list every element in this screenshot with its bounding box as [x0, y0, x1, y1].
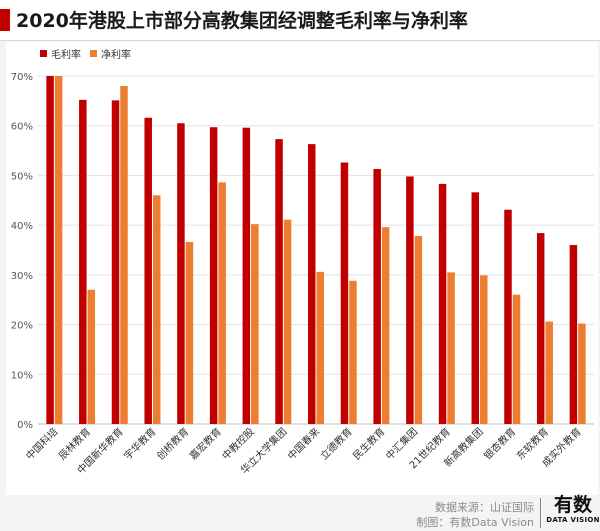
- credit-text: 制图：有数Data Vision: [416, 516, 534, 529]
- x-tick-label: 银杏教育: [481, 425, 518, 462]
- source-text: 数据来源：山证国际: [435, 501, 534, 514]
- y-tick-label: 50%: [11, 171, 33, 182]
- bar-gross-margin: [569, 245, 578, 424]
- bar-net-margin: [480, 275, 488, 424]
- bar-gross-margin: [373, 168, 381, 424]
- bar-gross-margin: [144, 117, 152, 424]
- bar-gross-margin: [242, 127, 251, 425]
- brand-name-cn: 有数: [553, 494, 592, 516]
- y-tick-label: 70%: [11, 72, 33, 83]
- y-tick-label: 0%: [17, 420, 33, 431]
- bar-gross-margin: [536, 233, 545, 424]
- bar-gross-margin: [46, 76, 54, 424]
- bar-gross-margin: [275, 139, 283, 424]
- brand-name-en: DATA VISION: [546, 516, 600, 524]
- bar-net-margin: [349, 280, 357, 424]
- y-tick-label: 40%: [11, 221, 33, 232]
- footer-credits: 数据来源：山证国际 制图：有数Data Vision: [416, 500, 534, 530]
- bar-net-margin: [512, 294, 521, 424]
- bar-net-margin: [152, 195, 161, 424]
- bar-gross-margin: [177, 123, 185, 424]
- bar-chart: 0%10%20%30%40%50%60%70%毛利率 净利率中国科培辰林教育中国新…: [11, 48, 594, 477]
- bar-net-margin: [218, 182, 226, 424]
- x-tick-label: 中国春来: [285, 425, 322, 462]
- bar-gross-margin: [406, 176, 414, 424]
- brand-divider: [540, 498, 541, 528]
- bar-net-margin: [120, 85, 128, 424]
- bar-net-margin: [381, 227, 390, 424]
- x-tick-label: 立德教育: [317, 425, 354, 462]
- legend-swatch: [40, 50, 47, 57]
- chart-panel: 0% 10% 20% 30% 40% 50% 60% 70% 毛利率 净利率 中国科培 辰林教育 中国新…: [6, 42, 598, 495]
- brand-logo: 有数 DATA VISION: [546, 494, 600, 524]
- title-accent-bar: [0, 9, 10, 31]
- bar-gross-margin: [209, 127, 218, 424]
- bar-net-margin: [251, 224, 259, 424]
- y-tick-label: 20%: [11, 321, 33, 332]
- bar-net-margin: [414, 236, 423, 424]
- y-tick-label: 30%: [11, 271, 33, 282]
- bar-net-margin: [545, 321, 553, 424]
- bar-net-margin: [447, 272, 455, 424]
- header: 2020年港股上市部分高教集团经调整毛利率与净利率: [0, 0, 600, 41]
- x-tick-label: 嘉宏教育: [187, 425, 224, 462]
- bar-net-margin: [316, 271, 324, 424]
- x-tick-label: 民生教育: [350, 425, 387, 462]
- bar-gross-margin: [308, 144, 316, 424]
- bar-gross-margin: [504, 209, 512, 424]
- y-tick-label: 60%: [11, 122, 33, 133]
- bar-gross-margin: [471, 192, 480, 424]
- bar-gross-margin: [340, 162, 349, 424]
- legend-swatch: [90, 50, 97, 57]
- x-tick-label: 创桥教育: [154, 425, 191, 462]
- bar-net-margin: [87, 289, 96, 424]
- bar-net-margin: [54, 76, 63, 424]
- bar-gross-margin: [111, 100, 120, 425]
- bar-gross-margin: [79, 99, 87, 424]
- bar-net-margin: [185, 242, 194, 424]
- x-tick-label: 宇华教育: [121, 425, 158, 462]
- bar-net-margin: [283, 219, 292, 424]
- legend-label: 净利率: [101, 48, 131, 61]
- bar-net-margin: [578, 323, 586, 424]
- chart-title: 2020年港股上市部分高教集团经调整毛利率与净利率: [16, 10, 468, 32]
- legend-label: 毛利率: [51, 48, 81, 61]
- y-tick-label: 10%: [11, 370, 33, 381]
- bar-gross-margin: [438, 183, 447, 424]
